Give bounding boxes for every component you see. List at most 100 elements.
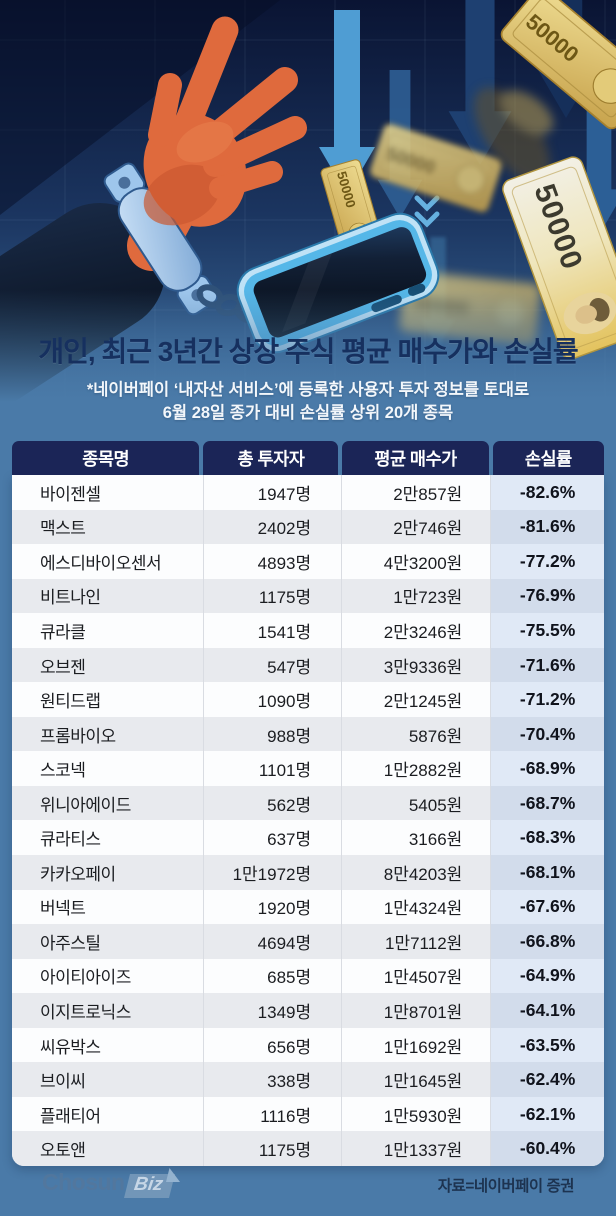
cell-loss-rate: -67.6% [490, 889, 604, 925]
cell-stock-name: 브이씨 [40, 1072, 86, 1092]
cell-avg-price: 1만5930원 [341, 1096, 490, 1132]
cell-loss-rate: -75.5% [490, 613, 604, 648]
cell-stock-name: 위니아에이드 [40, 795, 131, 815]
table-row: 큐라클 1541명 2만3246원 -75.5% [12, 613, 604, 648]
cell-loss-rate: -62.1% [490, 1096, 604, 1132]
cell-loss-rate: -64.1% [490, 993, 604, 1028]
table-row: 오토앤 1175명 1만1337원 -60.4% [12, 1131, 604, 1166]
cell-avg-price: 8만4203원 [341, 855, 490, 890]
cell-avg-price: 1만2882원 [341, 751, 490, 786]
table-row: 스코넥 1101명 1만2882원 -68.9% [12, 751, 604, 786]
cell-investors: 1175명 [203, 578, 341, 614]
cell-investors: 637명 [203, 820, 341, 856]
table-row: 씨유박스 656명 1만1692원 -63.5% [12, 1027, 604, 1063]
cell-avg-price: 3166원 [341, 820, 490, 856]
cell-investors: 562명 [203, 785, 341, 821]
cell-stock-name: 원티드랩 [40, 692, 101, 712]
cell-loss-rate: -76.9% [490, 578, 604, 614]
cell-investors: 2402명 [203, 509, 341, 545]
table-header: 종목명 총 투자자 평균 매수가 손실률 [12, 441, 604, 475]
cell-avg-price: 5876원 [341, 716, 490, 752]
banknote-icon: 50000 [502, 156, 616, 360]
cell-investors: 1947명 [203, 475, 341, 510]
cell-investors: 988명 [203, 716, 341, 752]
header-stock-name: 종목명 [12, 441, 200, 475]
cell-stock-name: 카카오페이 [40, 864, 116, 884]
cell-avg-price: 3만9336원 [341, 647, 490, 683]
table-row: 큐라티스 637명 3166원 -68.3% [12, 820, 604, 856]
cell-loss-rate: -63.5% [490, 1027, 604, 1063]
table-row: 카카오페이 1만1972명 8만4203원 -68.1% [12, 855, 604, 890]
table-row: 바이젠셀 1947명 2만857원 -82.6% [12, 475, 604, 510]
cell-stock-name: 큐라티스 [40, 830, 101, 850]
cell-investors: 1만1972명 [203, 855, 341, 890]
cell-investors: 1116명 [203, 1096, 341, 1132]
cell-investors: 1101명 [203, 751, 341, 786]
cell-stock-name: 플래티어 [40, 1106, 101, 1126]
cell-stock-name: 스코넥 [40, 761, 86, 781]
cell-investors: 1175명 [203, 1131, 341, 1166]
table-row: 프롬바이오 988명 5876원 -70.4% [12, 716, 604, 752]
cell-loss-rate: -70.4% [490, 716, 604, 752]
cell-investors: 685명 [203, 958, 341, 994]
table-row: 브이씨 338명 1만1645원 -62.4% [12, 1062, 604, 1097]
cell-investors: 547명 [203, 647, 341, 683]
cell-loss-rate: -71.2% [490, 682, 604, 717]
cell-loss-rate: -71.6% [490, 647, 604, 683]
table-row: 원티드랩 1090명 2만1245원 -71.2% [12, 682, 604, 717]
cell-investors: 1349명 [203, 993, 341, 1028]
cell-avg-price: 5405원 [341, 785, 490, 821]
cell-avg-price: 1만723원 [341, 578, 490, 614]
cell-stock-name: 씨유박스 [40, 1037, 101, 1057]
cell-loss-rate: -60.4% [490, 1131, 604, 1166]
cell-loss-rate: -68.3% [490, 820, 604, 856]
cell-investors: 1541명 [203, 613, 341, 648]
cell-avg-price: 1만1645원 [341, 1062, 490, 1097]
header-investors: 총 투자자 [203, 441, 339, 475]
logo-text-biz: Biz [123, 1168, 183, 1198]
hand-icon [143, 16, 307, 227]
chosunbiz-logo: Chosun Biz [42, 1168, 183, 1198]
cell-investors: 656명 [203, 1027, 341, 1063]
cell-investors: 4694명 [203, 924, 341, 959]
footer: Chosun Biz 자료=네이버페이 증권 [0, 1166, 616, 1216]
table-row: 비트나인 1175명 1만723원 -76.9% [12, 578, 604, 614]
cell-stock-name: 오브젠 [40, 657, 86, 677]
cell-avg-price: 2만857원 [341, 475, 490, 510]
cell-loss-rate: -68.1% [490, 855, 604, 890]
table-row: 이지트로닉스 1349명 1만8701원 -64.1% [12, 993, 604, 1028]
cell-stock-name: 아이티아이즈 [40, 968, 131, 988]
cell-stock-name: 바이젠셀 [40, 484, 101, 504]
table-body: 바이젠셀 1947명 2만857원 -82.6% 맥스트 2402명 2만746… [12, 475, 604, 1166]
cell-loss-rate: -62.4% [490, 1062, 604, 1097]
hero-illustration: 50000 [0, 0, 616, 430]
cell-loss-rate: -68.7% [490, 785, 604, 821]
banknote-blur-blob [473, 87, 554, 183]
cell-loss-rate: -66.8% [490, 924, 604, 959]
cell-avg-price: 4만3200원 [341, 544, 490, 579]
table-row: 위니아에이드 562명 5405원 -68.7% [12, 785, 604, 821]
cell-investors: 4893명 [203, 544, 341, 579]
cell-stock-name: 맥스트 [40, 519, 86, 539]
cell-loss-rate: -82.6% [490, 475, 604, 510]
subtitle-line-1: *네이버페이 ‘내자산 서비스’에 등록한 사용자 투자 정보를 토대로 [86, 381, 530, 399]
cell-avg-price: 2만1245원 [341, 682, 490, 717]
logo-fold [165, 1168, 183, 1182]
logo-text-chosun: Chosun [42, 1169, 125, 1195]
header-avg-price: 평균 매수가 [342, 441, 489, 475]
cell-avg-price: 1만8701원 [341, 993, 490, 1028]
cell-stock-name: 프롬바이오 [40, 726, 116, 746]
cell-loss-rate: -68.9% [490, 751, 604, 786]
cell-avg-price: 1만1692원 [341, 1027, 490, 1063]
cell-avg-price: 2만3246원 [341, 613, 490, 648]
cell-stock-name: 비트나인 [40, 588, 101, 608]
cell-avg-price: 1만1337원 [341, 1131, 490, 1166]
cell-stock-name: 에스디바이오센서 [40, 553, 162, 573]
table-row: 오브젠 547명 3만9336원 -71.6% [12, 647, 604, 683]
cell-investors: 1920명 [203, 889, 341, 925]
cell-loss-rate: -64.9% [490, 958, 604, 994]
cell-stock-name: 오토앤 [40, 1141, 86, 1161]
table-row: 플래티어 1116명 1만5930원 -62.1% [12, 1096, 604, 1132]
table-row: 아이티아이즈 685명 1만4507원 -64.9% [12, 958, 604, 994]
